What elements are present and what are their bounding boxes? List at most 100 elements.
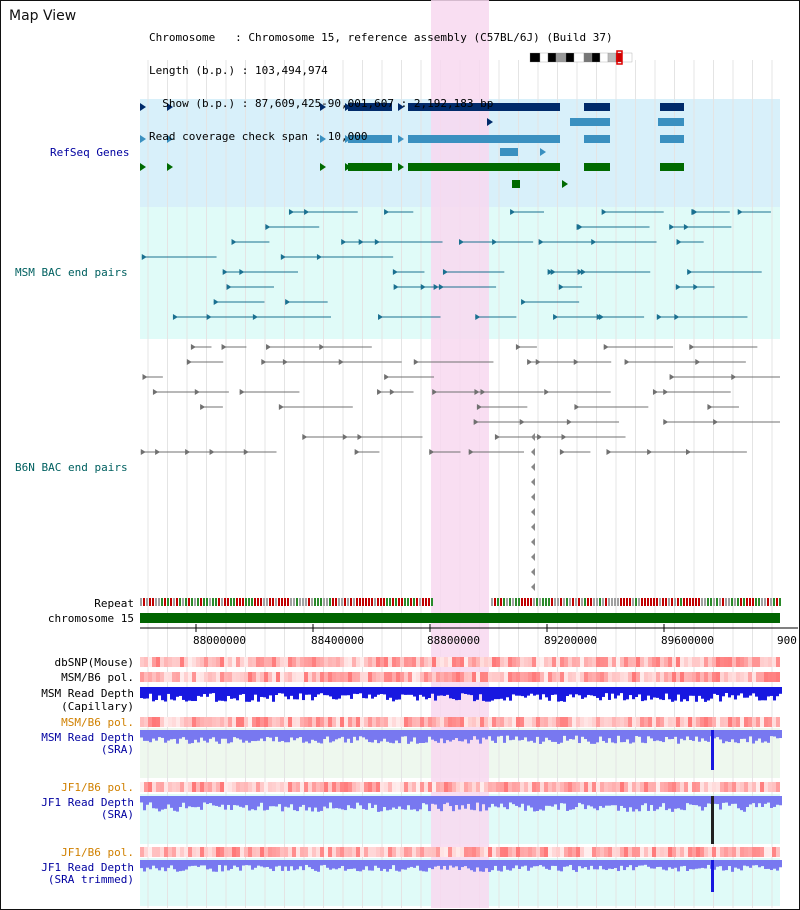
depth-bar: [479, 796, 482, 812]
depth-bar: [329, 796, 332, 803]
depth-bar: [719, 796, 722, 810]
heat-cell: [776, 847, 780, 857]
heat-cell: [308, 717, 312, 727]
bac-end-marker: [475, 314, 481, 320]
depth-bar: [482, 860, 485, 872]
repeat-mark: [338, 598, 340, 606]
depth-bar: [764, 796, 767, 804]
depth-bar: [617, 687, 620, 696]
repeat-mark: [368, 598, 370, 606]
bac-end-marker: [521, 299, 527, 305]
heat-cell: [520, 672, 524, 682]
heat-cell: [472, 782, 476, 792]
heat-cell: [544, 717, 548, 727]
depth-bar: [611, 730, 614, 743]
depth-bar: [230, 687, 233, 699]
heat-cell: [696, 672, 700, 682]
depth-bar: [566, 796, 569, 811]
heat-cell: [360, 672, 364, 682]
depth-bar: [179, 860, 182, 872]
track-label-msm-bac[interactable]: MSM BAC end pairs: [15, 266, 128, 279]
repeat-mark: [314, 598, 316, 606]
heat-cell: [652, 717, 656, 727]
depth-bar: [212, 730, 215, 738]
repeat-mark: [413, 598, 415, 606]
heat-cell: [596, 847, 600, 857]
heat-cell: [524, 657, 528, 667]
heat-cell: [472, 717, 476, 727]
heat-cell: [324, 782, 328, 792]
heat-cell: [752, 847, 756, 857]
track-label-b6n-bac[interactable]: B6N BAC end pairs: [15, 461, 128, 474]
bac-end-marker: [438, 284, 444, 290]
heat-cell: [420, 717, 424, 727]
depth-bar: [203, 796, 206, 803]
gene-exon: [408, 163, 560, 171]
heat-cell: [552, 672, 556, 682]
depth-bar: [608, 730, 611, 739]
depth-bar: [392, 860, 395, 866]
depth-bar: [728, 730, 731, 742]
bac-end-marker: [432, 389, 438, 395]
depth-bar: [713, 796, 716, 804]
depth-bar: [341, 860, 344, 866]
depth-bar: [398, 730, 401, 744]
heat-cell: [140, 717, 144, 727]
gene-arrow: [140, 163, 146, 171]
depth-bar: [470, 796, 473, 810]
heat-cell: [292, 847, 296, 857]
depth-bar: [578, 687, 581, 696]
depth-bar: [707, 730, 710, 742]
heat-cell: [500, 672, 504, 682]
depth-bar: [260, 860, 263, 867]
depth-bar: [572, 687, 575, 698]
depth-bar: [548, 730, 551, 741]
heat-cell: [496, 657, 500, 667]
repeat-mark: [551, 598, 553, 606]
heat-cell: [268, 717, 272, 727]
depth-bar: [488, 687, 491, 702]
heat-cell: [520, 847, 524, 857]
heat-cell: [564, 847, 568, 857]
depth-bar: [605, 860, 608, 871]
depth-bar: [401, 860, 404, 870]
heat-cell: [440, 672, 444, 682]
repeat-mark: [620, 598, 622, 606]
depth-bar: [752, 687, 755, 694]
repeat-mark: [494, 598, 496, 606]
track-label-refseq[interactable]: RefSeq Genes: [50, 146, 130, 159]
depth-bar: [368, 687, 371, 695]
repeat-mark: [167, 598, 169, 606]
heat-cell: [468, 657, 472, 667]
depth-bar: [428, 687, 431, 699]
heat-cell: [148, 657, 152, 667]
bac-end-marker: [737, 209, 743, 215]
depth-bar: [629, 796, 632, 808]
heat-cell: [500, 847, 504, 857]
heat-cell: [220, 847, 224, 857]
repeat-mark: [677, 598, 679, 606]
depth-bar: [416, 687, 419, 701]
repeat-mark: [185, 598, 187, 606]
depth-bar: [152, 796, 155, 809]
depth-bar: [617, 730, 620, 736]
depth-bar: [293, 860, 296, 871]
repeat-mark: [713, 598, 715, 606]
heat-cell: [224, 782, 228, 792]
bac-end-marker: [221, 344, 227, 350]
heat-cell: [448, 717, 452, 727]
heat-cell: [448, 847, 452, 857]
heat-cell: [144, 782, 148, 792]
depth-bar: [248, 730, 251, 743]
heat-cell: [484, 672, 488, 682]
depth-bar: [686, 730, 689, 737]
depth-bar: [206, 730, 209, 743]
axis-tick-label: 900: [777, 634, 797, 647]
depth-bar: [260, 796, 263, 803]
heat-cell: [404, 782, 408, 792]
depth-bar: [761, 796, 764, 807]
depth-bar: [470, 730, 473, 740]
heat-cell: [688, 672, 692, 682]
heat-cell: [240, 672, 244, 682]
repeat-mark: [371, 598, 373, 606]
